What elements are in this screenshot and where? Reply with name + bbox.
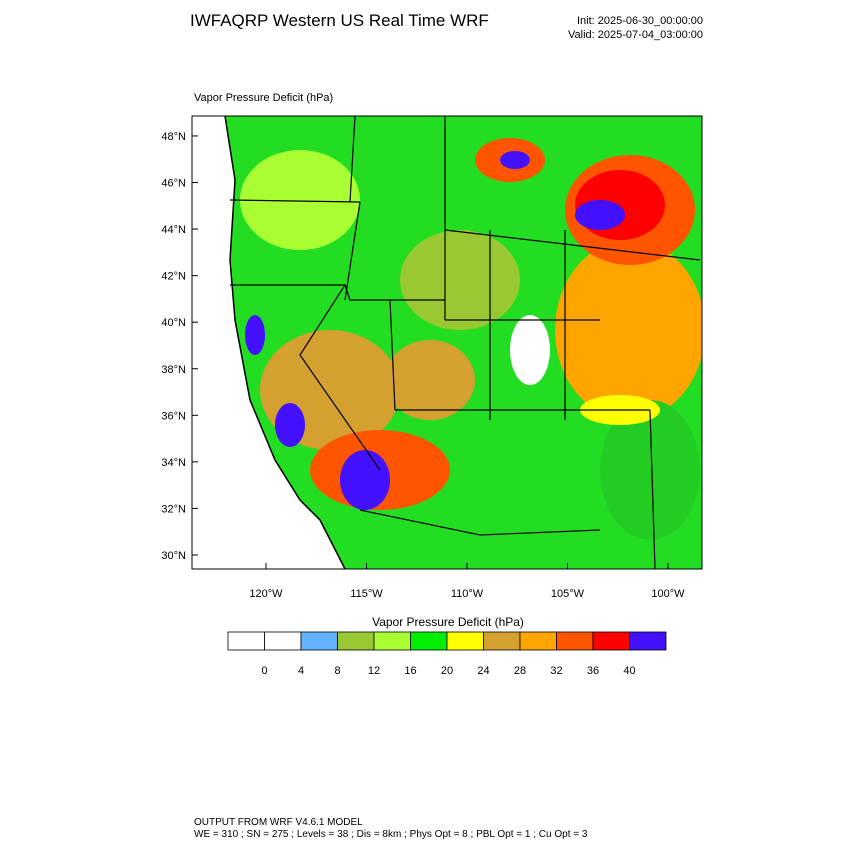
lon-tick-label: 120°W [249, 588, 283, 600]
colorbar-label: 24 [477, 665, 489, 677]
colorbar-box [337, 631, 375, 651]
colorbar-box [227, 631, 265, 651]
lon-tick-label: 115°W [350, 588, 383, 600]
lat-tick-label: 38°N [161, 364, 186, 376]
colorbar-box [519, 631, 557, 651]
colorbar-box [410, 631, 448, 651]
colorbar-label: 0 [261, 665, 267, 677]
colorbar-box [629, 631, 667, 651]
colorbar-box [264, 631, 302, 651]
colorbar-box [556, 631, 594, 651]
colorbar-label: 40 [623, 665, 635, 677]
colorbar-box [592, 631, 630, 651]
lat-tick-label: 30°N [161, 550, 186, 562]
lat-tick-label: 32°N [161, 503, 186, 515]
title: IWFAQRP Western US Real Time WRF [190, 11, 489, 30]
footer-line: WE = 310 ; SN = 275 ; Levels = 38 ; Dis … [194, 829, 588, 840]
lat-tick-label: 48°N [161, 131, 186, 143]
lat-tick-label: 46°N [161, 178, 186, 190]
colorbar-label: 32 [550, 665, 562, 677]
colorbar-title: Vapor Pressure Deficit (hPa) [372, 615, 524, 629]
lat-tick-label: 34°N [161, 457, 186, 469]
valid-time: Valid: 2025-07-04_03:00:00 [568, 29, 703, 41]
lat-tick-label: 42°N [161, 271, 186, 283]
lon-tick-label: 100°W [651, 588, 685, 600]
map-field [192, 116, 702, 569]
colorbar-label: 8 [334, 665, 340, 677]
colorbar-label: 36 [587, 665, 599, 677]
footer-line: OUTPUT FROM WRF V4.6.1 MODEL [194, 817, 363, 828]
colorbar-box [483, 631, 521, 651]
lon-tick-label: 110°W [451, 588, 484, 600]
colorbar-box [373, 631, 411, 651]
colorbar-box [300, 631, 338, 651]
map-frame [191, 115, 703, 570]
lat-tick-label: 36°N [161, 410, 186, 422]
colorbar-label: 28 [514, 665, 526, 677]
colorbar-label: 4 [298, 665, 304, 677]
lon-tick-label: 105°W [551, 588, 585, 600]
map-label: Vapor Pressure Deficit (hPa) [194, 92, 333, 104]
colorbar-label: 20 [441, 665, 453, 677]
colorbar-label: 12 [368, 665, 380, 677]
colorbar-box [446, 631, 484, 651]
lat-tick-label: 40°N [161, 317, 186, 329]
lat-tick-label: 44°N [161, 224, 186, 236]
colorbar-label: 16 [404, 665, 416, 677]
init-time: Init: 2025-06-30_00:00:00 [577, 15, 703, 27]
